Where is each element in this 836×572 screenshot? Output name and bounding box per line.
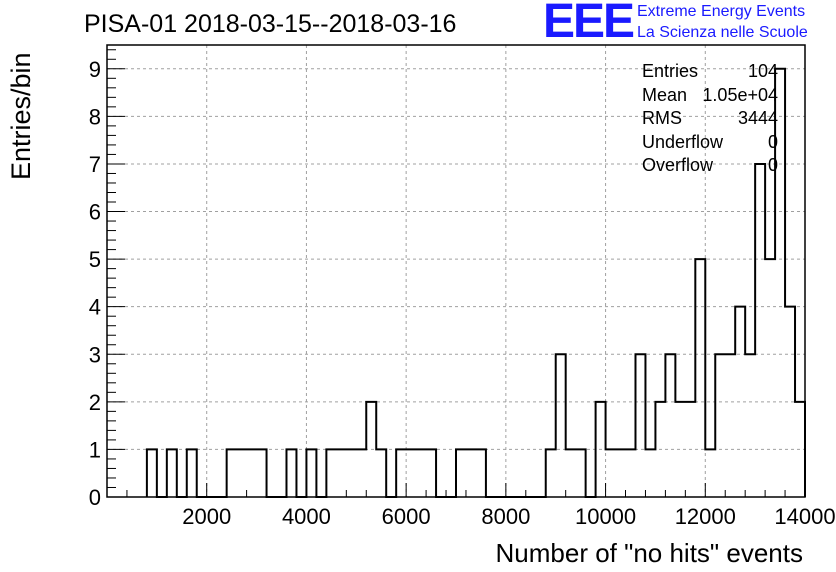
stat-key: RMS <box>642 108 682 128</box>
histogram-bin <box>306 449 316 497</box>
histogram-bin <box>466 449 476 497</box>
histogram-bin <box>336 449 346 497</box>
histogram-outline <box>145 67 806 498</box>
y-tick-label: 6 <box>89 200 101 225</box>
stat-value: 104 <box>747 61 778 81</box>
stat-mean: Mean 1.05e+04 <box>642 84 778 108</box>
stat-value: 3444 <box>737 108 778 128</box>
x-tick-label: 14000 <box>774 504 835 529</box>
stat-key: Entries <box>642 61 699 81</box>
y-tick-label: 5 <box>89 247 101 272</box>
stat-value: 0 <box>767 155 778 175</box>
histogram-bin <box>346 449 356 497</box>
y-tick-label: 4 <box>89 295 101 320</box>
histogram-bin <box>755 164 765 497</box>
y-tick-label: 9 <box>89 57 101 82</box>
stat-rms: RMS 3444 <box>642 107 778 131</box>
x-tick-label: 6000 <box>382 504 431 529</box>
stat-key: Underflow <box>642 131 724 152</box>
y-tick-label: 3 <box>89 342 101 367</box>
y-tick-label: 8 <box>89 104 101 129</box>
x-tick-label: 4000 <box>282 504 331 529</box>
histogram-bin <box>257 449 267 497</box>
histogram-bin <box>237 449 247 497</box>
histogram-bin <box>406 449 416 497</box>
stat-overflow: Overflow 0 <box>642 154 778 178</box>
histogram-bin <box>626 449 636 497</box>
histogram-bin <box>556 354 566 497</box>
histogram-bin <box>286 449 296 497</box>
histogram-bin <box>376 449 386 497</box>
histogram-bin <box>665 354 675 497</box>
stat-underflow: Underflow 0 <box>642 131 778 155</box>
histogram-bin <box>705 449 715 497</box>
histogram-bin <box>645 449 655 497</box>
histogram-bin <box>147 449 157 497</box>
histogram-bin <box>167 449 177 497</box>
stats-box: Entries 104 Mean 1.05e+04 RMS 3444 Under… <box>642 60 778 178</box>
stat-value: 1.05e+04 <box>702 84 778 105</box>
x-tick-label: 12000 <box>675 504 736 529</box>
histogram-bin <box>476 449 486 497</box>
y-tick-label: 2 <box>89 390 101 415</box>
histogram-bin <box>745 354 755 497</box>
histogram-bin <box>566 449 576 497</box>
histogram-bin <box>635 354 645 497</box>
x-tick-label: 8000 <box>481 504 530 529</box>
eee-logo: EEE <box>543 0 635 48</box>
histogram-bin <box>456 449 466 497</box>
histogram-bin <box>715 354 725 497</box>
histogram-bin <box>247 449 257 497</box>
y-tick-label: 1 <box>89 437 101 462</box>
x-tick-label: 2000 <box>182 504 231 529</box>
histogram-bin <box>356 449 366 497</box>
histogram-bin <box>546 449 556 497</box>
stat-key: Mean <box>642 84 688 105</box>
histogram-bin <box>326 449 336 497</box>
org-name-line2: La Scienza nelle Scuole <box>637 24 808 41</box>
histogram-bin <box>576 449 586 497</box>
histogram-bin <box>695 259 705 497</box>
histogram-bin <box>606 449 616 497</box>
histogram-bin <box>227 449 237 497</box>
x-axis-label: Number of "no hits" events <box>495 538 804 568</box>
org-name-line1: Extreme Energy Events <box>637 3 806 20</box>
stat-key: Overflow <box>642 155 714 175</box>
stat-entries: Entries 104 <box>642 60 778 84</box>
histogram-bin <box>416 449 426 497</box>
chart-title: PISA-01 2018-03-15--2018-03-16 <box>84 10 457 38</box>
histogram-bin <box>396 449 406 497</box>
histogram-bin <box>765 259 775 497</box>
histogram-bin <box>426 449 436 497</box>
plot-frame <box>106 44 806 498</box>
y-tick-label: 7 <box>89 152 101 177</box>
histogram-bin <box>616 449 626 497</box>
stat-value: 0 <box>767 131 778 152</box>
histogram-bin <box>725 354 735 497</box>
histogram-bin <box>187 449 197 497</box>
y-tick-label: 0 <box>89 485 101 510</box>
x-tick-label: 10000 <box>575 504 636 529</box>
